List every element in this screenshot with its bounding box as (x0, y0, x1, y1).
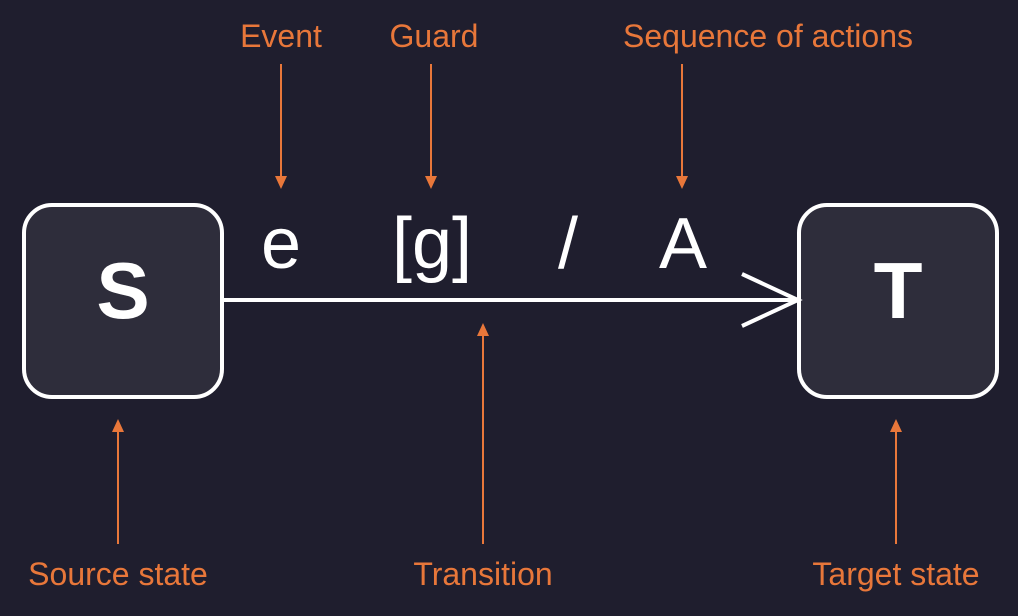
transition-arrowhead (741, 272, 803, 328)
transition-event-label: e (261, 204, 301, 284)
event-annotation-label: Event (240, 18, 322, 54)
guard-annotation-label: Guard (390, 18, 479, 54)
event-annotation-arrowhead (275, 176, 287, 189)
transition-separator: / (558, 204, 578, 284)
target-state-letter: T (874, 246, 923, 335)
transition-annotation-label: Transition (413, 556, 552, 592)
transition-guard-label: [g] (392, 204, 472, 284)
target-annotation-label: Target state (812, 556, 979, 592)
transition-actions-label: A (659, 204, 707, 284)
source-annotation-arrowhead (112, 419, 124, 432)
transition-annotation-arrowhead (477, 323, 489, 336)
actions-annotation-label: Sequence of actions (623, 18, 913, 54)
source-annotation-label: Source state (28, 556, 208, 592)
guard-annotation-arrowhead (425, 176, 437, 189)
target-annotation-arrowhead (890, 419, 902, 432)
actions-annotation-arrowhead (676, 176, 688, 189)
source-state-letter: S (96, 246, 149, 335)
